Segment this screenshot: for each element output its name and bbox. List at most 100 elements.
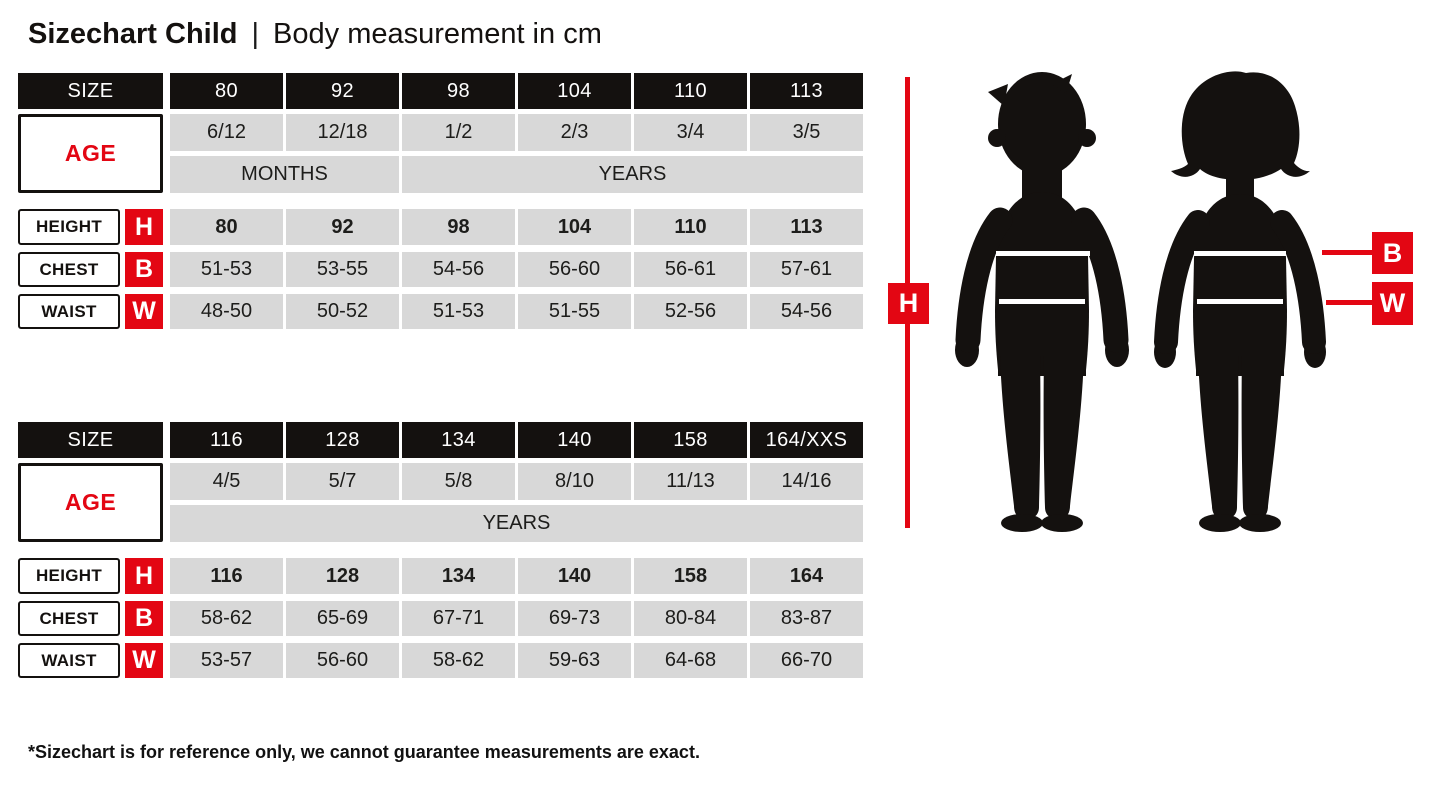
size-header-label: SIZE (18, 73, 163, 109)
age-value: 12/18 (286, 114, 399, 151)
age-value: 11/13 (634, 463, 747, 500)
chest-code-badge: B (125, 252, 163, 287)
chest-value: 83-87 (750, 601, 863, 636)
age-value: 3/4 (634, 114, 747, 151)
row-label-chest: CHEST B (18, 601, 163, 636)
girl-chest-line (1194, 251, 1286, 256)
chest-value: 57-61 (750, 252, 863, 287)
size-value: 98 (402, 73, 515, 109)
page-title: Sizechart Child | Body measurement in cm (28, 18, 602, 51)
waist-value: 64-68 (634, 643, 747, 678)
waist-value: 54-56 (750, 294, 863, 329)
waist-value: 59-63 (518, 643, 631, 678)
age-value: 2/3 (518, 114, 631, 151)
age-value: 4/5 (170, 463, 283, 500)
height-value: 128 (286, 558, 399, 594)
size-value: 113 (750, 73, 863, 109)
height-value: 134 (402, 558, 515, 594)
height-code-badge: H (125, 209, 163, 245)
row-label-waist: WAIST W (18, 294, 163, 329)
age-value: 5/7 (286, 463, 399, 500)
chest-value: 51-53 (170, 252, 283, 287)
waist-value: 51-53 (402, 294, 515, 329)
size-value: 80 (170, 73, 283, 109)
waist-value: 51-55 (518, 294, 631, 329)
waist-value: 48-50 (170, 294, 283, 329)
size-table-kids: SIZE 116 128 134 140 158 164/XXS AGE 4/5… (18, 422, 863, 678)
height-value: 164 (750, 558, 863, 594)
chest-value: 67-71 (402, 601, 515, 636)
height-value: 104 (518, 209, 631, 245)
size-value: 92 (286, 73, 399, 109)
age-value: 8/10 (518, 463, 631, 500)
height-value: 80 (170, 209, 283, 245)
waist-measure-line (1326, 300, 1373, 305)
title-separator: | (251, 18, 260, 50)
title-main: Sizechart Child (28, 18, 238, 50)
age-unit-months: MONTHS (170, 156, 399, 193)
height-label: HEIGHT (18, 209, 120, 245)
age-value: 6/12 (170, 114, 283, 151)
boy-chest-line (996, 251, 1090, 256)
size-value: 158 (634, 422, 747, 458)
height-value: 113 (750, 209, 863, 245)
boy-silhouette (955, 72, 1129, 532)
age-label-box: AGE (18, 114, 163, 193)
chest-label: CHEST (18, 601, 120, 636)
size-value: 134 (402, 422, 515, 458)
height-value: 110 (634, 209, 747, 245)
row-label-chest: CHEST B (18, 252, 163, 287)
age-value: 5/8 (402, 463, 515, 500)
size-value: 104 (518, 73, 631, 109)
height-value: 98 (402, 209, 515, 245)
row-label-height: HEIGHT H (18, 209, 163, 245)
height-value: 116 (170, 558, 283, 594)
age-unit-years: YEARS (402, 156, 863, 193)
height-indicator-badge: H (888, 283, 929, 324)
chest-value: 65-69 (286, 601, 399, 636)
waist-value: 53-57 (170, 643, 283, 678)
chest-value: 80-84 (634, 601, 747, 636)
size-value: 110 (634, 73, 747, 109)
waist-label: WAIST (18, 643, 120, 678)
chest-measure-line (1322, 250, 1373, 255)
chest-indicator-badge: B (1372, 232, 1413, 274)
size-header-label: SIZE (18, 422, 163, 458)
size-table-toddler: SIZE 80 92 98 104 110 113 AGE 6/12 12/18… (18, 73, 863, 329)
girl-waist-line (1197, 299, 1283, 304)
age-label-box: AGE (18, 463, 163, 542)
height-value: 140 (518, 558, 631, 594)
age-value: 14/16 (750, 463, 863, 500)
chest-value: 54-56 (402, 252, 515, 287)
height-label: HEIGHT (18, 558, 120, 594)
row-label-waist: WAIST W (18, 643, 163, 678)
chest-value: 69-73 (518, 601, 631, 636)
waist-code-badge: W (125, 294, 163, 329)
chest-value: 53-55 (286, 252, 399, 287)
waist-value: 52-56 (634, 294, 747, 329)
boy-waist-line (999, 299, 1085, 304)
waist-value: 66-70 (750, 643, 863, 678)
chest-value: 56-60 (518, 252, 631, 287)
age-value: 3/5 (750, 114, 863, 151)
size-value: 140 (518, 422, 631, 458)
title-subtitle: Body measurement in cm (273, 18, 602, 50)
chest-code-badge: B (125, 601, 163, 636)
chest-label: CHEST (18, 252, 120, 287)
size-value: 128 (286, 422, 399, 458)
waist-label: WAIST (18, 294, 120, 329)
waist-code-badge: W (125, 643, 163, 678)
chest-value: 56-61 (634, 252, 747, 287)
chest-value: 58-62 (170, 601, 283, 636)
waist-value: 56-60 (286, 643, 399, 678)
waist-value: 58-62 (402, 643, 515, 678)
age-unit-years: YEARS (170, 505, 863, 542)
height-value: 92 (286, 209, 399, 245)
age-value: 1/2 (402, 114, 515, 151)
girl-silhouette (1154, 71, 1326, 532)
row-label-height: HEIGHT H (18, 558, 163, 594)
disclaimer-text: *Sizechart is for reference only, we can… (28, 742, 700, 762)
size-value: 116 (170, 422, 283, 458)
waist-value: 50-52 (286, 294, 399, 329)
